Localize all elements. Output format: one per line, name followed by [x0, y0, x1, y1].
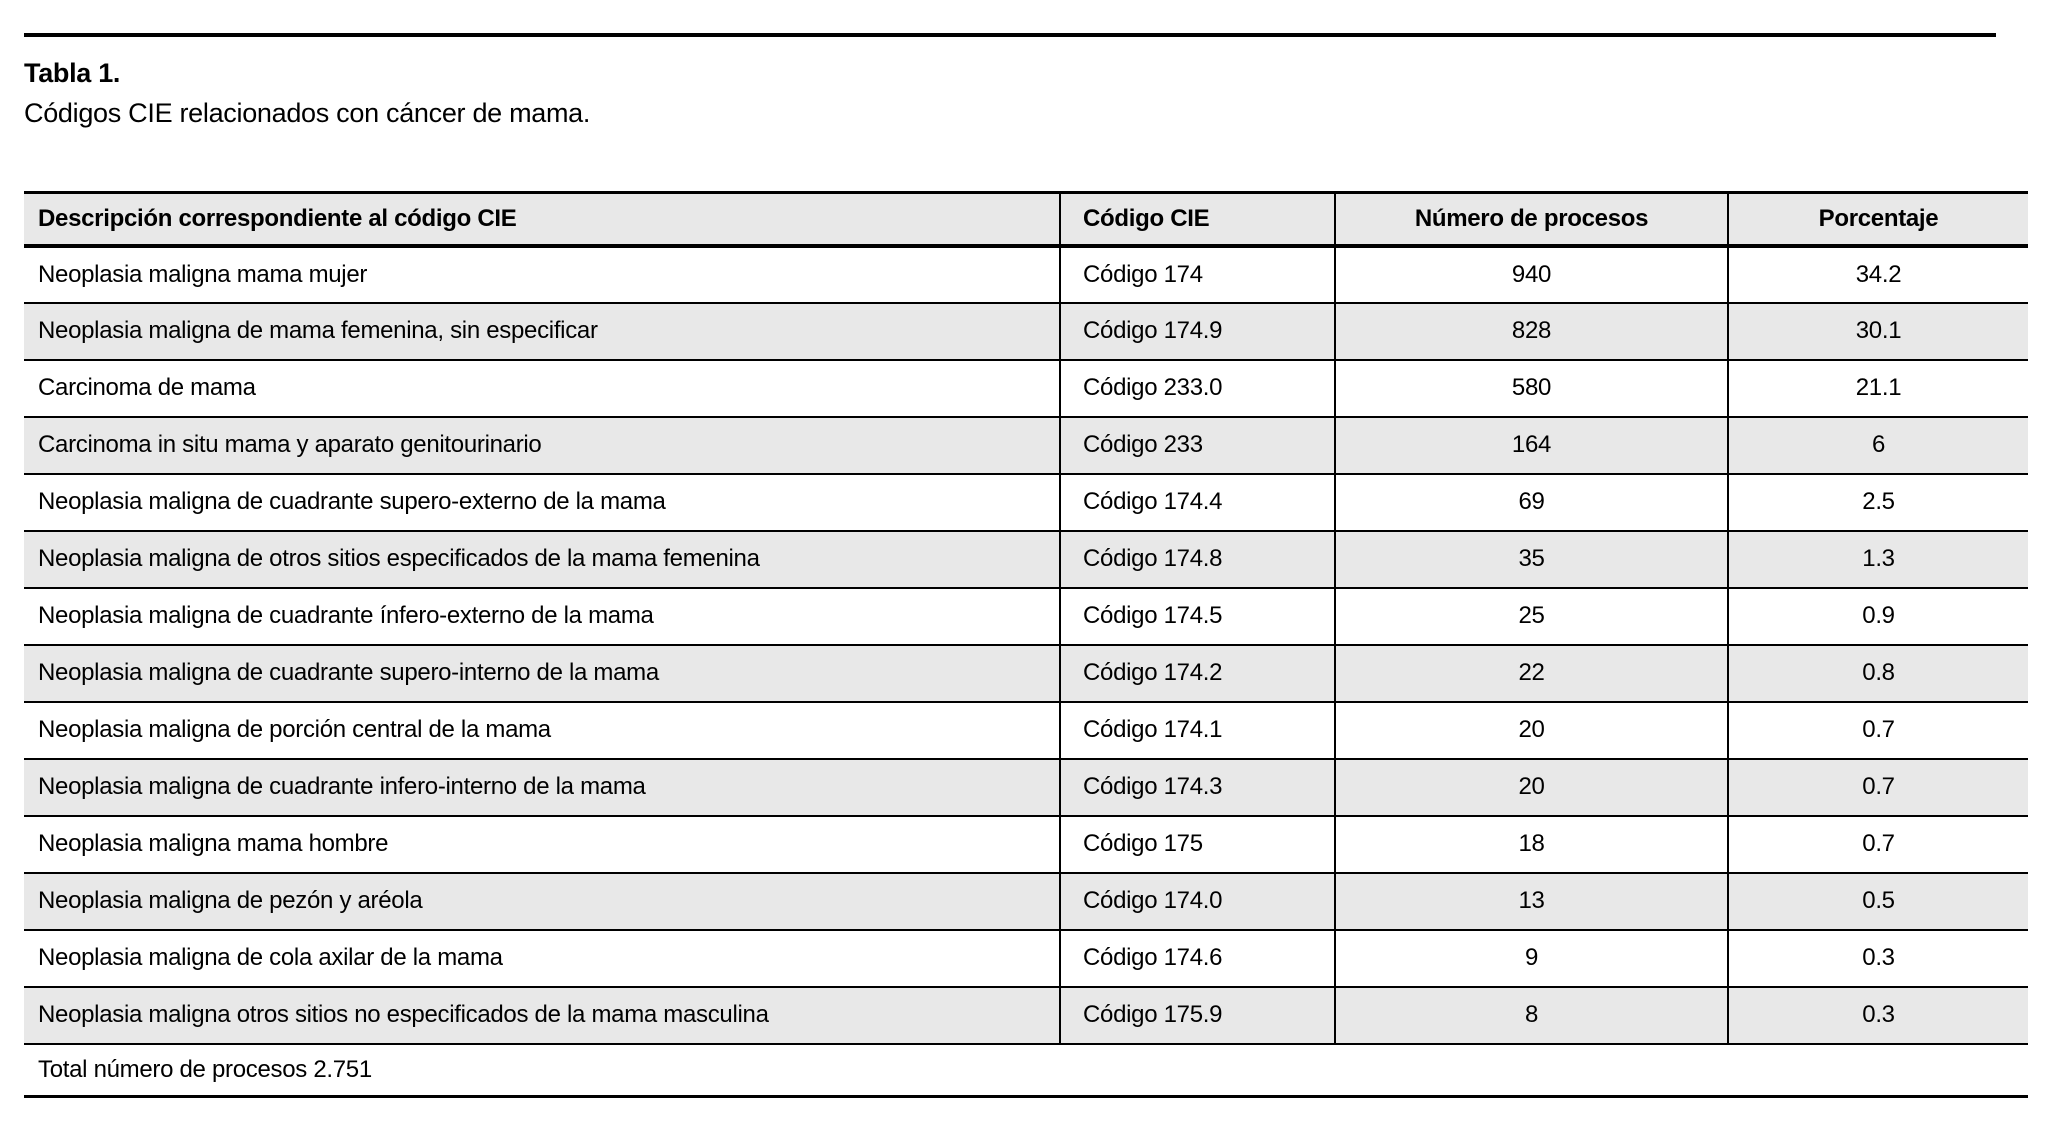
- cell-pct: 1.3: [1727, 530, 2028, 588]
- cell-desc: Neoplasia maligna mama hombre: [38, 830, 389, 857]
- cell-num: 20: [1334, 758, 1728, 816]
- cell-desc: Neoplasia maligna otros sitios no especi…: [38, 1001, 769, 1028]
- cell-num: 13: [1334, 872, 1728, 930]
- cell-num: 164: [1334, 416, 1728, 474]
- cell-desc: Neoplasia maligna de cuadrante supero-in…: [38, 659, 659, 686]
- table-row: Neoplasia maligna de pezón y aréola Códig…: [24, 872, 2028, 930]
- table-footer: Total número de procesos 2.751: [24, 1043, 2028, 1097]
- cell-num: 8: [1334, 986, 1728, 1044]
- table-row: Neoplasia maligna de mama femenina, sin …: [24, 302, 2028, 360]
- top-rule-divider: [24, 33, 1996, 37]
- cell-num: 18: [1334, 815, 1728, 873]
- cell-num: 20: [1334, 701, 1728, 759]
- cell-pct: 21.1: [1727, 359, 2028, 417]
- table-row: Neoplasia maligna de cuadrante supero-ex…: [24, 473, 2028, 531]
- cell-num: 69: [1334, 473, 1728, 531]
- cell-code: Código 174.2: [1059, 644, 1335, 702]
- table-row: Neoplasia maligna de cuadrante ínfero-ex…: [24, 587, 2028, 645]
- table-row: Neoplasia maligna de cuadrante infero-in…: [24, 758, 2028, 816]
- cell-num: 940: [1334, 245, 1728, 303]
- table-header-row: Descripción correspondiente al código CI…: [24, 192, 2028, 248]
- cell-code: Código 174: [1059, 245, 1335, 303]
- cell-num: 828: [1334, 302, 1728, 360]
- cell-pct: 34.2: [1727, 245, 2028, 303]
- total-row: Total número de procesos 2.751: [24, 1043, 2028, 1097]
- column-header-pct: Porcentaje: [1727, 192, 2028, 248]
- column-header-num: Número de procesos: [1334, 192, 1728, 248]
- cell-code: Código 175.9: [1059, 986, 1335, 1044]
- table-caption: Códigos CIE relacionados con cáncer de m…: [24, 98, 591, 128]
- cell-code: Código 174.5: [1059, 587, 1335, 645]
- cell-code: Código 233.0: [1059, 359, 1335, 417]
- table-row: Neoplasia maligna de cola axilar de la m…: [24, 929, 2028, 987]
- table-row: Neoplasia maligna de otros sitios especi…: [24, 530, 2028, 588]
- cell-code: Código 174.9: [1059, 302, 1335, 360]
- table-row: Neoplasia maligna mama hombre Código 175 1…: [24, 815, 2028, 873]
- cell-pct: 0.7: [1727, 701, 2028, 759]
- column-header-desc: Descripción correspondiente al código CI…: [24, 192, 1060, 248]
- cell-desc: Neoplasia maligna de cuadrante ínfero-ex…: [38, 602, 654, 629]
- cell-desc: Neoplasia maligna de porción central de …: [38, 716, 551, 743]
- page: Tabla 1. Códigos CIE relacionados con cá…: [24, 0, 2028, 1098]
- cell-desc: Neoplasia maligna de pezón y aréola: [38, 887, 423, 914]
- table-label: Tabla 1.: [24, 58, 121, 88]
- cell-pct: 0.7: [1727, 815, 2028, 873]
- table-row: Carcinoma de mama Código 233.0 580 21.1: [24, 359, 2028, 417]
- cell-desc: Neoplasia maligna de cola axilar de la m…: [38, 944, 503, 971]
- table-row: Neoplasia maligna otros sitios no especi…: [24, 986, 2028, 1044]
- cell-desc: Neoplasia maligna de otros sitios especi…: [38, 545, 760, 572]
- table-row: Carcinoma in situ mama y aparato genitou…: [24, 416, 2028, 474]
- cell-desc: Neoplasia maligna de mama femenina, sin …: [38, 317, 598, 344]
- cell-pct: 0.7: [1727, 758, 2028, 816]
- table-body: Neoplasia maligna mama mujer Código 174 94…: [24, 245, 2028, 1044]
- cie-codes-table: Descripción correspondiente al código CI…: [24, 191, 2028, 1098]
- table-row: Neoplasia maligna de cuadrante supero-in…: [24, 644, 2028, 702]
- cell-pct: 0.9: [1727, 587, 2028, 645]
- cell-code: Código 233: [1059, 416, 1335, 474]
- cell-num: 9: [1334, 929, 1728, 987]
- table-row: Neoplasia maligna mama mujer Código 174 94…: [24, 245, 2028, 303]
- cell-desc: Neoplasia maligna de cuadrante supero-ex…: [38, 488, 666, 515]
- table-header: Descripción correspondiente al código CI…: [24, 192, 2028, 248]
- cell-pct: 0.3: [1727, 986, 2028, 1044]
- column-header-code: Código CIE: [1059, 192, 1335, 248]
- cell-code: Código 174.1: [1059, 701, 1335, 759]
- cell-pct: 0.8: [1727, 644, 2028, 702]
- cell-desc: Carcinoma de mama: [38, 374, 256, 401]
- cell-code: Código 174.3: [1059, 758, 1335, 816]
- cell-pct: 30.1: [1727, 302, 2028, 360]
- cell-num: 580: [1334, 359, 1728, 417]
- cell-desc: Neoplasia maligna mama mujer: [38, 260, 368, 288]
- cell-pct: 0.5: [1727, 872, 2028, 930]
- table-row: Neoplasia maligna de porción central de …: [24, 701, 2028, 759]
- total-processes-label: Total número de procesos 2.751: [24, 1043, 2028, 1097]
- cell-code: Código 174.4: [1059, 473, 1335, 531]
- cell-code: Código 175: [1059, 815, 1335, 873]
- cell-num: 22: [1334, 644, 1728, 702]
- cell-num: 35: [1334, 530, 1728, 588]
- cell-pct: 0.3: [1727, 929, 2028, 987]
- cell-code: Código 174.8: [1059, 530, 1335, 588]
- cell-desc: Neoplasia maligna de cuadrante infero-in…: [38, 773, 646, 800]
- cell-code: Código 174.0: [1059, 872, 1335, 930]
- cell-num: 25: [1334, 587, 1728, 645]
- cell-pct: 6: [1727, 416, 2028, 474]
- cell-pct: 2.5: [1727, 473, 2028, 531]
- cell-desc: Carcinoma in situ mama y aparato genitou…: [38, 431, 542, 458]
- cell-code: Código 174.6: [1059, 929, 1335, 987]
